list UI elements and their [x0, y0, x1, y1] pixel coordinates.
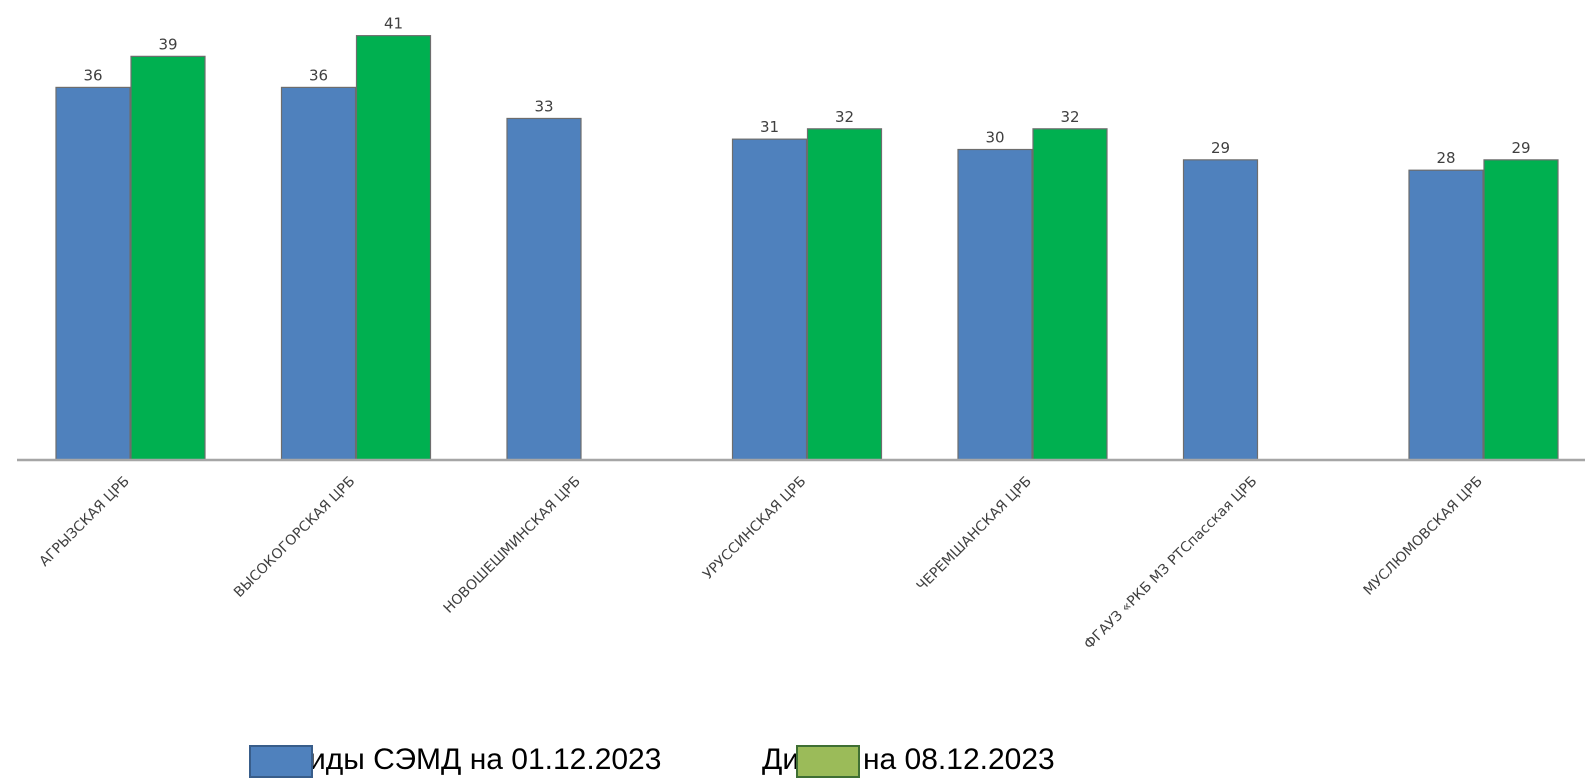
bar-series-2-2 [355, 35, 432, 461]
bar-series-1-4 [731, 138, 808, 461]
x-tick-labels-group: АГРЫЗСКАЯ ЦРБ ВЫСОКОГОРСКАЯ ЦРБ НОВОШЕШМИН… [36, 474, 1485, 653]
x-tick-label-2: ВЫСОКОГОРСКАЯ ЦРБ [231, 474, 358, 601]
data-label-series-2-1: 39 [158, 35, 177, 53]
bar-series-1-5 [957, 148, 1033, 461]
bar-series-1-1 [55, 86, 131, 461]
data-label-series-1-3: 33 [534, 97, 553, 115]
x-tick-label-1: АГРЫЗСКАЯ ЦРБ [36, 474, 132, 570]
data-label-series-1-5: 30 [985, 129, 1004, 147]
data-label-series-1-4: 31 [760, 118, 779, 136]
data-label-series-1-7: 28 [1436, 149, 1455, 167]
x-tick-label-3: НОВОШЕШМИНСКАЯ ЦРБ [441, 474, 584, 617]
bar-series-2-7 [1483, 159, 1559, 461]
bar-series-1-7 [1408, 169, 1484, 461]
data-labels-group: 36 39 36 41 33 31 32 30 32 29 28 29 [83, 15, 1530, 168]
data-label-series-2-2: 41 [384, 15, 403, 33]
bar-series-2-5 [1032, 128, 1108, 461]
bar-series-2-4 [806, 128, 883, 461]
x-tick-label-6: ФГАУЗ «РКБ МЗ РТСпасская ЦРБ [1081, 474, 1260, 653]
legend: иды СЭМД на 01.12.2023 Ди ика на 08.12.20… [249, 743, 1055, 778]
bar-series-1-3 [506, 117, 582, 461]
x-tick-label-4: УРУССИНСКАЯ ЦРБ [700, 474, 809, 583]
data-label-series-2-4: 32 [835, 108, 854, 126]
data-label-series-2-7: 29 [1511, 139, 1530, 157]
bar-series-1-2 [280, 86, 357, 461]
bar-series-1-6 [1182, 159, 1259, 461]
bar-series-2-1 [130, 55, 206, 461]
bars-group [55, 35, 1559, 461]
x-tick-label-5: ЧЕРЕМШАНСКАЯ ЦРБ [914, 474, 1035, 595]
data-label-series-1-2: 36 [309, 66, 328, 84]
legend-label-1: иды СЭМД на 01.12.2023 [309, 743, 661, 776]
data-label-series-1-6: 29 [1211, 139, 1230, 157]
x-tick-label-7: МУСЛЮМОВСКАЯ ЦРБ [1361, 474, 1486, 599]
data-label-series-1-1: 36 [83, 66, 102, 84]
data-label-series-2-5: 32 [1060, 108, 1079, 126]
legend-swatch-2 [796, 745, 860, 778]
legend-swatch-1 [249, 745, 313, 778]
